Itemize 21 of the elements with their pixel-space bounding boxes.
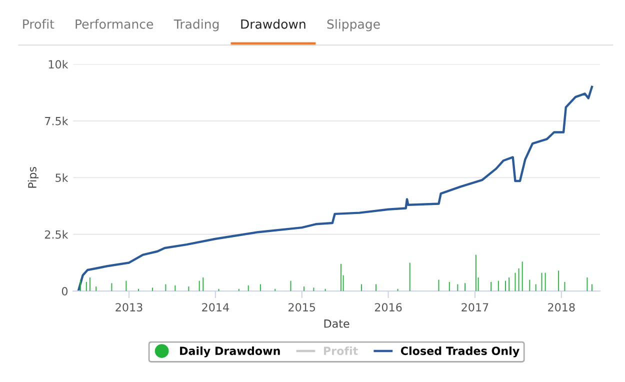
text: Trading bbox=[174, 19, 219, 32]
x-tick-label: 2018 bbox=[548, 303, 575, 312]
y-tick-label: 7.5k bbox=[45, 116, 68, 126]
line-series bbox=[77, 86, 594, 292]
text: Profit bbox=[23, 19, 54, 29]
legend-label: Daily Drawdown bbox=[180, 346, 280, 358]
x-tick-label: 2013 bbox=[116, 303, 142, 312]
x-tick-label: 2016 bbox=[374, 303, 402, 312]
y-tick-label: 2.5k bbox=[44, 230, 68, 239]
text: Slippage bbox=[327, 19, 380, 32]
y-axis-title: Pips bbox=[28, 166, 39, 188]
legend-label: Closed Trades Only bbox=[400, 346, 520, 358]
y-tick-label: 5k bbox=[56, 173, 68, 182]
y-tick-label: 10k bbox=[48, 60, 68, 69]
x-axis-title: Date bbox=[324, 320, 350, 328]
x-tick-label: 2014 bbox=[202, 303, 229, 312]
text: Performance bbox=[76, 19, 154, 29]
x-tick-label: 2017 bbox=[462, 303, 488, 312]
text: Drawdown bbox=[241, 19, 306, 29]
y-tick-label: 0 bbox=[62, 287, 68, 296]
x-tick-label: 2015 bbox=[288, 303, 316, 312]
